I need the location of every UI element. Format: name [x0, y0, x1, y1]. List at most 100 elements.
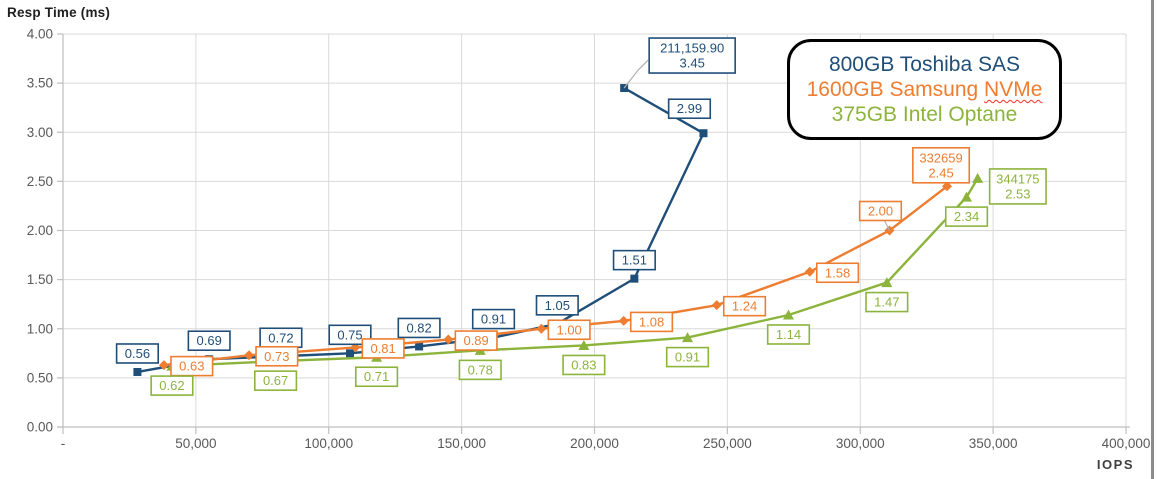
data-label-box — [667, 98, 712, 120]
data-label: 0.91 — [471, 308, 516, 330]
data-label-text: 2.34 — [954, 209, 979, 224]
data-point-marker-diamond — [711, 300, 722, 311]
data-label: 0.73 — [255, 345, 299, 367]
data-label: 0.71 — [354, 366, 399, 388]
x-tick-label: 250,000 — [703, 436, 752, 451]
data-label: 0.62 — [150, 375, 194, 396]
data-label-text: 0.83 — [571, 357, 596, 372]
data-label-box — [150, 375, 194, 396]
y-tick-label: 3.00 — [27, 125, 53, 140]
x-tick-label: 350,000 — [969, 436, 1018, 451]
data-label-text: 2.53 — [1005, 186, 1030, 201]
data-label-box — [865, 291, 909, 313]
data-label-box — [648, 37, 736, 74]
data-label-text: 211,159.90 — [660, 41, 724, 56]
data-label-box — [397, 317, 441, 339]
y-tick-label: 1.50 — [27, 272, 53, 287]
y-tick-label: 4.00 — [27, 27, 53, 42]
data-label-text: 1.08 — [639, 314, 664, 329]
legend-item-intel-optane: 375GB Intel Optane — [831, 103, 1018, 126]
data-label-text: 0.72 — [268, 330, 293, 345]
y-tick-label: 2.50 — [27, 174, 53, 189]
data-label-box — [458, 359, 502, 381]
data-label-text: 0.71 — [364, 369, 389, 384]
data-label-box — [471, 308, 516, 330]
data-label-box — [562, 354, 606, 376]
x-axis-title: IOPS — [1096, 457, 1134, 472]
data-label-box — [988, 168, 1047, 205]
data-label-text: 0.75 — [337, 327, 362, 342]
data-label: 0.72 — [259, 327, 303, 349]
y-tick-label: 0.00 — [27, 420, 53, 435]
legend-item-toshiba-sas: 800GB Toshiba SAS — [828, 53, 1021, 76]
data-point-marker-square — [699, 129, 708, 138]
data-label-box — [454, 330, 498, 351]
data-point-marker-diamond — [618, 315, 629, 326]
data-label-box — [254, 370, 298, 391]
x-tick-label: 100,000 — [304, 436, 353, 451]
data-label: 0.67 — [254, 370, 298, 391]
data-label: 211,159.903.45 — [648, 37, 736, 74]
data-label-text: 0.78 — [468, 362, 493, 377]
x-tick-label: 150,000 — [437, 436, 486, 451]
data-label-box — [361, 338, 405, 359]
y-tick-label: 0.50 — [27, 370, 53, 385]
data-label-text: 1.58 — [825, 265, 850, 280]
data-point-marker-diamond — [942, 181, 953, 192]
data-label-text: 344175 — [996, 171, 1039, 186]
data-label-box — [115, 343, 160, 364]
y-axis-title: Resp Time (ms) — [7, 5, 111, 20]
data-label: 1.05 — [535, 295, 579, 316]
data-label-box — [766, 324, 811, 345]
data-label-text: 1.00 — [556, 322, 581, 337]
data-label-text: 2.45 — [928, 165, 953, 180]
misspelled-word: NVMe — [984, 78, 1043, 101]
data-label-box — [255, 345, 299, 367]
data-point-marker-triangle — [972, 172, 984, 183]
data-label-box — [328, 324, 372, 346]
data-label-text: 2.00 — [868, 204, 893, 219]
data-point-marker-square — [346, 349, 355, 358]
data-label: 0.83 — [562, 354, 606, 376]
data-label: 1.08 — [629, 311, 674, 333]
data-label: 1.51 — [612, 249, 656, 271]
data-point-marker-square — [133, 367, 142, 376]
data-label-text: 1.24 — [732, 299, 757, 314]
data-label-box — [535, 295, 579, 316]
data-label-box — [629, 311, 674, 333]
data-label: 0.63 — [170, 355, 214, 377]
data-label-text: 0.91 — [481, 312, 506, 327]
data-label: 0.78 — [458, 359, 502, 381]
data-label-text: 0.89 — [463, 333, 488, 348]
data-point-marker-diamond — [536, 323, 547, 334]
data-label-text: 0.82 — [406, 320, 431, 335]
data-label-text: 0.56 — [125, 346, 150, 361]
data-label: 2.00 — [858, 200, 903, 222]
data-label-box — [815, 262, 860, 284]
data-point-marker-diamond — [443, 334, 454, 345]
x-tick-label: 200,000 — [570, 436, 619, 451]
data-point-marker-triangle — [578, 339, 590, 350]
data-label-text: 3.45 — [680, 56, 705, 71]
data-label: 1.00 — [547, 319, 591, 341]
legend-item-samsung-nvme: 1600GB Samsung NVMe — [806, 78, 1043, 101]
data-label-text: 0.69 — [197, 333, 222, 348]
data-label-box — [665, 346, 710, 368]
data-label-box — [912, 146, 971, 184]
data-point-marker-triangle — [961, 191, 973, 202]
data-label-text: 0.67 — [263, 373, 288, 388]
y-tick-label: 1.00 — [27, 321, 53, 336]
data-label-text: 0.91 — [675, 350, 700, 365]
x-tick-label: 300,000 — [836, 436, 885, 451]
data-label: 0.82 — [397, 317, 441, 339]
data-label: 1.47 — [865, 291, 909, 313]
data-label-box — [187, 330, 231, 352]
data-label-text: 0.81 — [370, 341, 395, 356]
data-label-box — [547, 319, 591, 341]
label-leader-line — [883, 220, 891, 231]
label-leader-line — [623, 59, 649, 89]
x-tick-label: 50,000 — [175, 436, 216, 451]
